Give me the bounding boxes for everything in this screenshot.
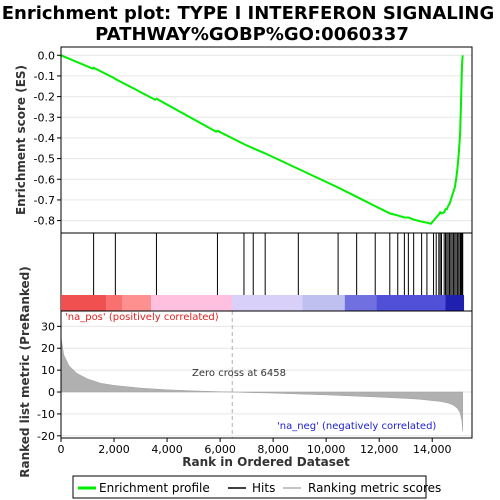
rank-heatmap-bar: [61, 295, 465, 311]
x-tick-label: 8,000: [257, 443, 289, 456]
metric-y-ticks: 30 20 10 0 -10 -20: [37, 320, 61, 443]
chart-title-line2: PATHWAY%GOBP%GO:0060337: [95, 24, 409, 45]
es-y-tick-label: -0.7: [34, 194, 55, 207]
legend-box: [72, 475, 427, 499]
heatmap-segment: [106, 295, 122, 311]
legend: Enrichment profile Hits Ranking metric s…: [72, 475, 441, 499]
metric-panel: 'na_pos' (positively correlated) Zero cr…: [18, 266, 473, 478]
hits-panel: [60, 232, 473, 312]
es-y-tick-label: -0.5: [34, 153, 55, 166]
es-panel-frame: [60, 46, 473, 234]
es-y-tick-label: -0.8: [34, 215, 55, 228]
metric-y-tick-label: -10: [37, 408, 55, 421]
es-panel: 0.0 -0.1 -0.2 -0.3 -0.4 -0.5 -0.6 -0.7 -0.8 Enri…: [14, 46, 473, 234]
heatmap-segment: [121, 295, 152, 311]
metric-y-axis-label: Ranked list metric (PreRanked): [18, 266, 32, 478]
x-axis-label: Rank in Ordered Dataset: [182, 455, 350, 469]
x-tick-label: 10,000: [307, 443, 346, 456]
es-y-tick-label: 0.0: [38, 49, 56, 62]
chart-title-line1: Enrichment plot: TYPE I INTERFERON SIGNA…: [2, 3, 495, 24]
es-profile-line: [60, 54, 464, 225]
metric-y-tick-label: 10: [41, 364, 55, 377]
metric-y-tick-label: 30: [41, 320, 55, 333]
x-tick-label: 14,000: [413, 443, 452, 456]
es-y-axis-label: Enrichment score (ES): [14, 65, 28, 215]
x-axis-ticks: 0 2,000 4,000 6,000 8,000 10,000 12,000 14,000: [58, 438, 452, 456]
heatmap-segment: [344, 295, 377, 311]
heatmap-segment: [61, 295, 107, 311]
pos-annotation: 'na_pos' (positively correlated): [65, 312, 219, 323]
metric-y-tick-label: 20: [41, 342, 55, 355]
legend-metric-label: Ranking metric scores: [308, 481, 441, 495]
es-gridlines: [61, 54, 472, 222]
zero-cross-annotation: Zero cross at 6458: [192, 368, 286, 379]
x-tick-label: 0: [58, 443, 65, 456]
metric-y-tick-label: 0: [48, 386, 55, 399]
ranking-metric-area: [60, 337, 463, 432]
metric-gridlines: [61, 325, 472, 437]
neg-annotation: 'na_neg' (negatively correlated): [277, 421, 436, 432]
x-tick-label: 2,000: [98, 443, 130, 456]
x-tick-label: 12,000: [360, 443, 399, 456]
legend-es-label: Enrichment profile: [99, 481, 210, 495]
es-y-tick-label: -0.6: [34, 173, 55, 186]
heatmap-segment: [232, 295, 303, 311]
es-y-tick-label: -0.1: [34, 70, 55, 83]
heatmap-segment: [445, 295, 465, 311]
metric-panel-frame: [60, 310, 473, 439]
heatmap-segment: [151, 295, 233, 311]
x-tick-label: 6,000: [204, 443, 236, 456]
es-y-ticks: 0.0 -0.1 -0.2 -0.3 -0.4 -0.5 -0.6 -0.7 -0.8: [34, 49, 61, 228]
es-y-tick-label: -0.3: [34, 111, 55, 124]
heatmap-segment: [376, 295, 446, 311]
legend-hits-label: Hits: [252, 481, 275, 495]
metric-y-tick-label: -20: [37, 430, 55, 443]
x-tick-label: 4,000: [151, 443, 183, 456]
hit-lines: [93, 233, 464, 295]
es-y-tick-label: -0.2: [34, 91, 55, 104]
es-y-tick-label: -0.4: [34, 132, 55, 145]
heatmap-segment: [302, 295, 345, 311]
